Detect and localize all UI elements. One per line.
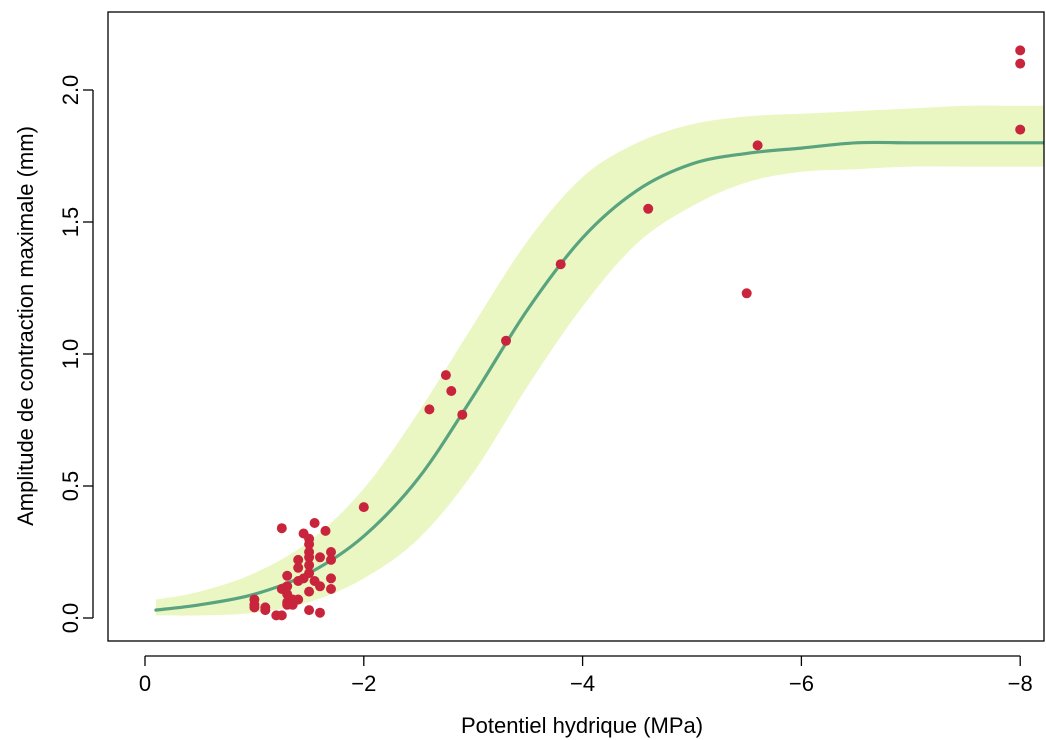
y-tick-label: 1.5: [58, 207, 83, 238]
data-point: [304, 552, 315, 563]
data-point: [326, 584, 336, 594]
data-point: [309, 518, 320, 528]
data-point: [260, 605, 271, 616]
data-point: [276, 610, 287, 621]
data-point: [315, 552, 325, 563]
data-point: [643, 203, 654, 214]
data-point: [424, 404, 435, 415]
data-point: [752, 140, 763, 151]
data-point: [1015, 45, 1026, 56]
data-point: [249, 602, 260, 613]
y-tick-label: 2.0: [58, 75, 83, 106]
data-point: [440, 370, 451, 381]
x-tick-label: −2: [351, 671, 376, 696]
data-point: [326, 554, 336, 565]
data-point: [326, 573, 336, 584]
data-point: [315, 607, 325, 618]
x-tick-label: −4: [570, 671, 595, 696]
x-tick-label: −6: [789, 671, 814, 696]
data-points: [249, 45, 1026, 621]
data-point: [326, 547, 336, 557]
data-point: [293, 562, 304, 573]
data-point: [555, 259, 566, 270]
data-point: [304, 539, 315, 550]
data-point: [304, 560, 315, 571]
data-point: [304, 586, 315, 597]
x-axis: 0 −2 −4 −6 −8: [139, 655, 1033, 696]
y-axis: 0.0 0.5 1.0 1.5 2.0: [58, 75, 94, 634]
data-point: [446, 386, 457, 396]
plot-area: [154, 45, 1044, 621]
data-point: [304, 568, 315, 579]
y-tick-label: 0.5: [58, 471, 83, 502]
data-point: [358, 502, 369, 513]
data-point: [457, 409, 468, 420]
y-tick-label: 1.0: [58, 339, 83, 370]
x-tick-label: −8: [1008, 671, 1033, 696]
x-tick-label: 0: [139, 671, 151, 696]
data-point: [741, 288, 752, 299]
data-point: [304, 605, 315, 616]
data-point: [1015, 58, 1026, 69]
data-point: [1015, 124, 1026, 135]
plot-frame: [107, 11, 1045, 642]
data-point: [282, 581, 293, 592]
data-point: [282, 570, 293, 581]
y-tick-label: 0.0: [58, 603, 83, 634]
data-point: [320, 525, 331, 536]
x-axis-title: Potentiel hydrique (MPa): [461, 713, 703, 738]
confidence-band: [155, 105, 1044, 616]
data-point: [315, 581, 325, 592]
data-point: [276, 523, 287, 534]
data-point: [501, 335, 511, 346]
data-point: [293, 554, 304, 565]
y-axis-title: Amplitude de contraction maximale (mm): [13, 126, 38, 526]
data-point: [293, 594, 304, 605]
